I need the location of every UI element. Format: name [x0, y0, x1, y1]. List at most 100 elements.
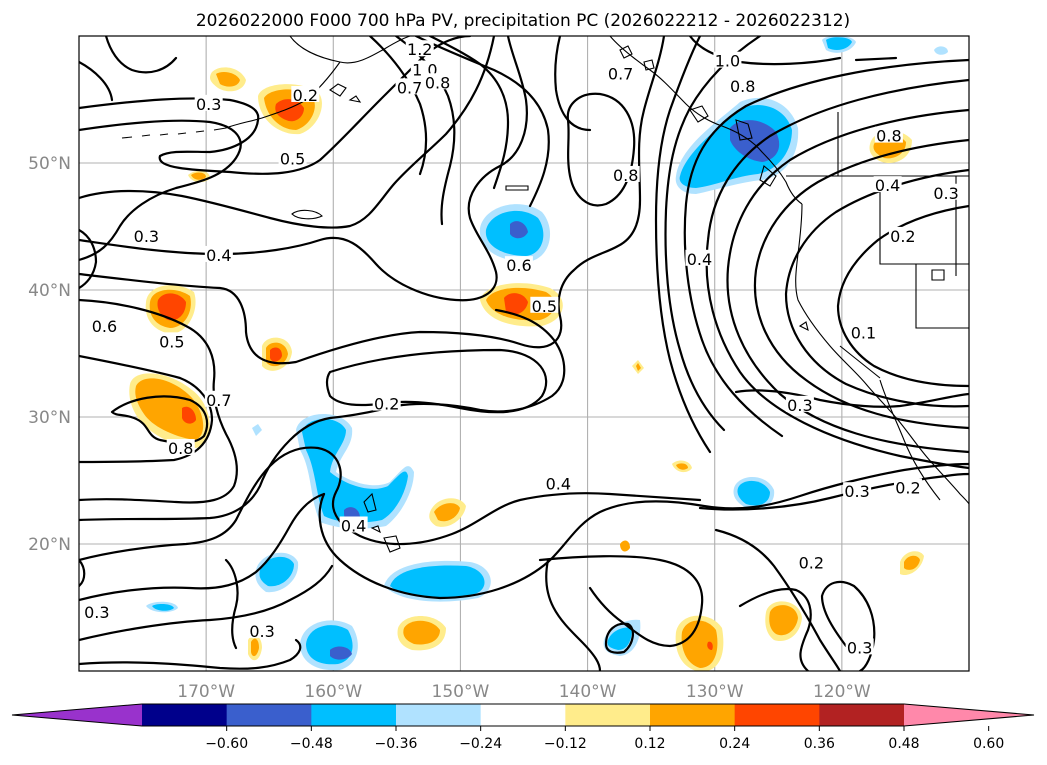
contour-line: [394, 36, 456, 226]
contour-label: 0.5: [280, 149, 305, 168]
contour-line: [545, 558, 602, 671]
contour-line: [753, 138, 969, 430]
contour-label-bg: [157, 332, 186, 349]
contour-line: [79, 638, 302, 670]
coastline: [121, 127, 227, 139]
precip-blob: [737, 480, 770, 506]
contour-line: [734, 389, 969, 408]
contour-label: 0.8: [876, 127, 901, 146]
contour-label-bg: [278, 149, 307, 166]
contour-line: [79, 60, 114, 102]
contour-label-bg: [291, 85, 320, 102]
contour-line: [738, 587, 812, 671]
border-line: [879, 176, 969, 265]
contour-label-bg: [606, 64, 635, 81]
contour-label-bg: [849, 323, 878, 340]
colorbar-tick-label: 0.36: [804, 736, 835, 752]
colorbar-extend-min: [12, 704, 142, 726]
precip-blob: [252, 424, 262, 436]
contour-label-bg: [685, 249, 714, 266]
contour-line: [79, 36, 496, 229]
contour-line: [79, 36, 666, 365]
precip-blob: [636, 363, 641, 371]
colorbar-segment: [565, 704, 651, 726]
contour-label-bg: [339, 516, 368, 533]
y-tick-label: 50°N: [28, 154, 71, 174]
colorbar-tick-label: −0.12: [544, 736, 587, 752]
precip-blob: [270, 347, 282, 362]
colorbar: −0.60 −0.48 −0.36 −0.24 −0.12 0.12 0.24 0.36 0.4…: [11, 703, 1035, 752]
contour-label: 0.4: [875, 176, 900, 195]
precip-blob: [934, 46, 948, 55]
contour-line: [79, 298, 238, 504]
contour-label: 0.8: [730, 77, 755, 96]
precip-blob: [182, 406, 196, 424]
precip-blob: [707, 641, 713, 650]
colorbar-segment: [734, 704, 820, 726]
contour-label: 0.4: [687, 250, 712, 269]
coastline: [291, 209, 323, 220]
contour-label-bg: [873, 176, 902, 193]
precip-blob: [730, 120, 780, 162]
contour-label-bg: [90, 317, 119, 334]
coastline: [383, 535, 401, 553]
contour-label-bg: [204, 245, 233, 262]
contour-line: [368, 36, 428, 176]
contour-label-bg: [530, 296, 559, 313]
contour-label: 0.5: [532, 297, 557, 316]
precip-blob: [904, 555, 920, 570]
contour-line: [79, 354, 214, 464]
map-area: 1.21.00.7 0.80.3 0.20.50.30.40.60.50.70.80…: [79, 36, 969, 671]
contour-label-bg: [248, 621, 277, 638]
contour-line: [688, 36, 842, 66]
contour-line: [79, 119, 242, 262]
coastline: [619, 45, 633, 59]
contour-label-bg: [785, 395, 814, 412]
x-tick-label: 170°W: [177, 682, 235, 702]
contour-label: 0.2: [895, 478, 920, 497]
contour-label-bg: [797, 553, 826, 570]
coastline: [689, 105, 709, 123]
contour-label: 0.5: [159, 332, 184, 351]
contour-line: [726, 108, 969, 454]
colorbar-tick-label: −0.24: [459, 736, 502, 752]
x-tick-label: 130°W: [686, 682, 744, 702]
precip-blob: [607, 627, 632, 650]
contour-line: [224, 558, 239, 650]
contour-label-bg: [410, 60, 439, 77]
contour-label-bg: [194, 94, 223, 111]
contour-label: 0.2: [374, 395, 399, 414]
colorbar-tick-label: 0.48: [888, 736, 919, 752]
contour-line: [79, 36, 472, 175]
contour-label: 0.4: [546, 475, 571, 494]
precip-blob: [216, 72, 240, 87]
contour-line: [428, 36, 510, 190]
contour-line: [79, 308, 566, 522]
coastlines: [121, 36, 969, 553]
chart-title: 2026022000 F000 700 hPa PV, precipitatio…: [196, 11, 850, 31]
contour-label-bg: [82, 602, 111, 619]
contour-label: 1.2: [407, 40, 432, 59]
contour-label: 0.6: [506, 256, 531, 275]
contour-line: [854, 56, 898, 62]
coastline: [795, 203, 969, 505]
precip-blob: [504, 293, 528, 315]
y-tick-label: 30°N: [28, 408, 71, 428]
contour-label-bg: [504, 256, 533, 273]
precip-blob: [826, 37, 852, 50]
contour-label: 0.3: [196, 95, 221, 114]
contour-line: [79, 228, 98, 290]
coastline: [370, 525, 381, 534]
coastline: [225, 61, 341, 129]
contour-line: [79, 564, 334, 642]
coastline: [759, 165, 777, 187]
contour-label-bg: [932, 183, 961, 200]
contour-line: [836, 204, 969, 388]
precip-blob: [620, 540, 630, 552]
precip-blob: [681, 620, 718, 668]
x-tick-label: 140°W: [559, 682, 617, 702]
contour-label: 1.0: [715, 52, 740, 71]
contour-label: 0.3: [787, 396, 812, 415]
coastline: [505, 185, 529, 191]
colorbar-segment: [396, 704, 482, 726]
